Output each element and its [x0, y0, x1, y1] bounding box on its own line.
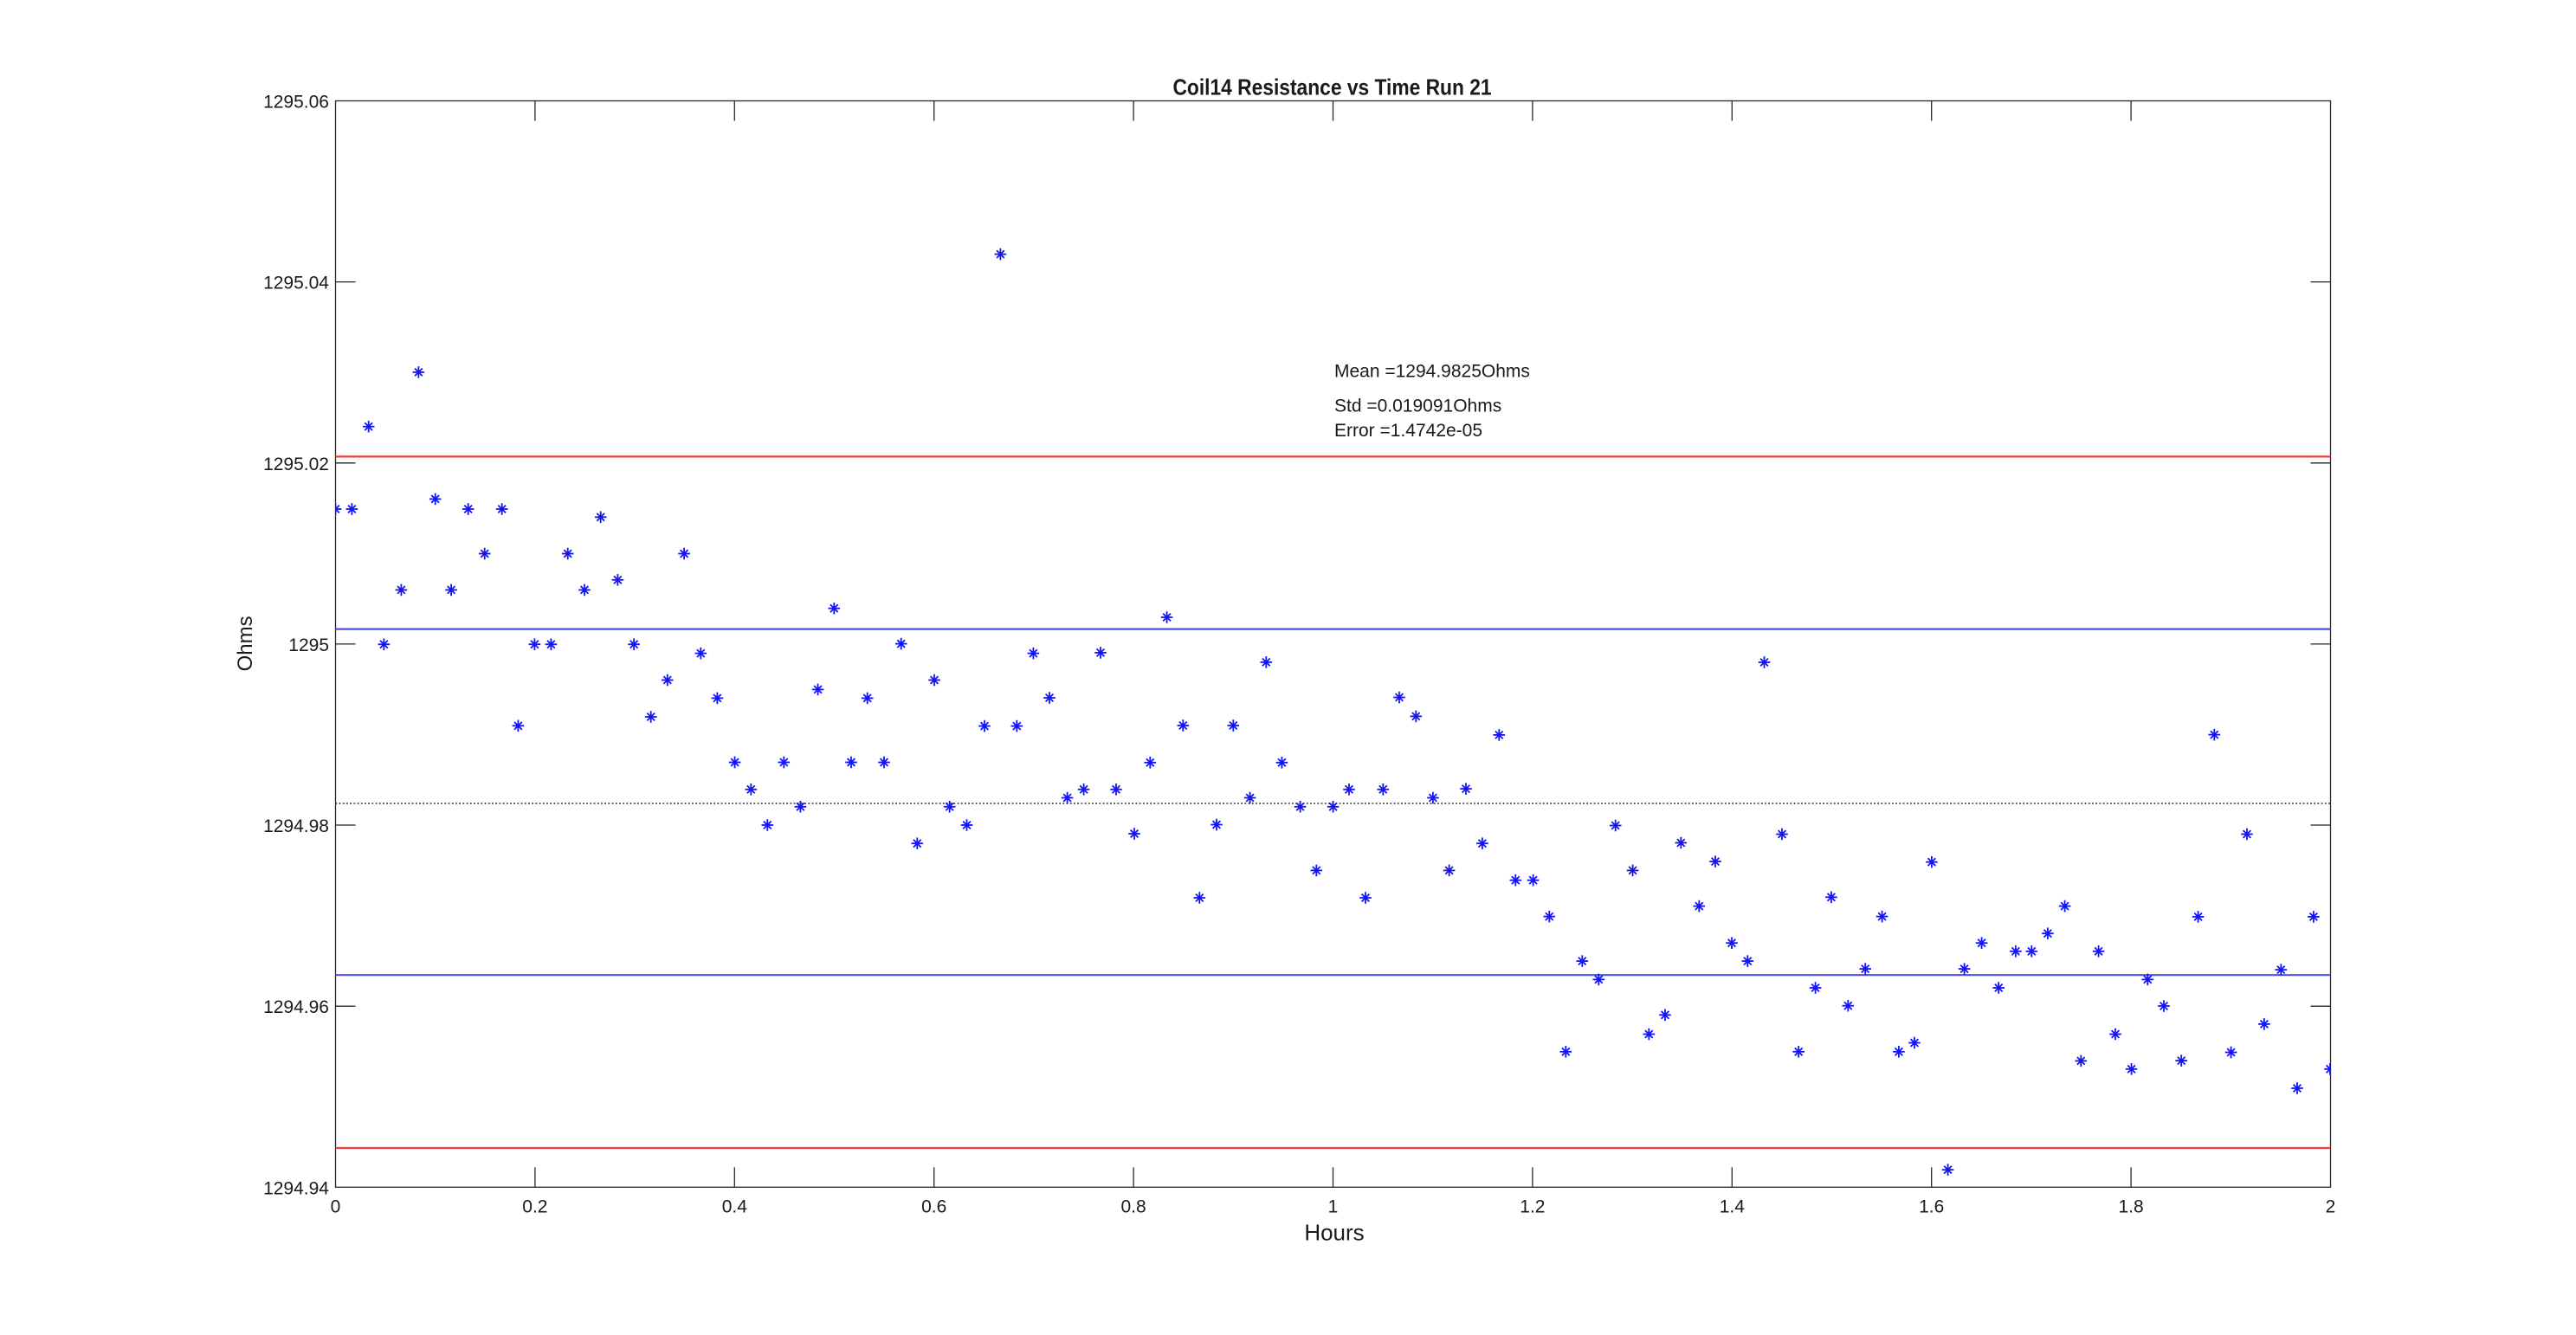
svg-text:0.8: 0.8: [1120, 1197, 1146, 1217]
svg-text:1294.96: 1294.96: [263, 997, 329, 1017]
svg-text:Hours: Hours: [1304, 1220, 1364, 1246]
svg-text:1295: 1295: [288, 635, 329, 655]
svg-text:1: 1: [1328, 1197, 1339, 1217]
svg-text:1.2: 1.2: [1520, 1197, 1545, 1217]
svg-text:1294.98: 1294.98: [263, 816, 329, 836]
svg-text:1295.04: 1295.04: [263, 274, 329, 293]
svg-text:1.4: 1.4: [1720, 1197, 1746, 1217]
svg-text:1.8: 1.8: [2118, 1197, 2143, 1217]
svg-text:0: 0: [331, 1197, 341, 1217]
svg-text:Mean =1294.9825Ohms: Mean =1294.9825Ohms: [1334, 361, 1530, 381]
svg-text:Coil14 Resistance vs Time Run: Coil14 Resistance vs Time Run 21: [1172, 75, 1491, 100]
svg-text:1295.06: 1295.06: [263, 93, 329, 113]
svg-text:2: 2: [2326, 1197, 2336, 1217]
svg-text:1295.02: 1295.02: [263, 455, 329, 474]
svg-text:Ohms: Ohms: [234, 616, 257, 671]
svg-text:Std =0.019091Ohms: Std =0.019091Ohms: [1334, 396, 1501, 416]
svg-text:1.6: 1.6: [1919, 1197, 1944, 1217]
svg-text:1294.94: 1294.94: [263, 1178, 329, 1198]
svg-text:0.4: 0.4: [722, 1197, 748, 1217]
svg-text:Error =1.4742e-05: Error =1.4742e-05: [1334, 421, 1482, 441]
svg-text:0.2: 0.2: [522, 1197, 547, 1217]
svg-text:0.6: 0.6: [921, 1197, 946, 1217]
